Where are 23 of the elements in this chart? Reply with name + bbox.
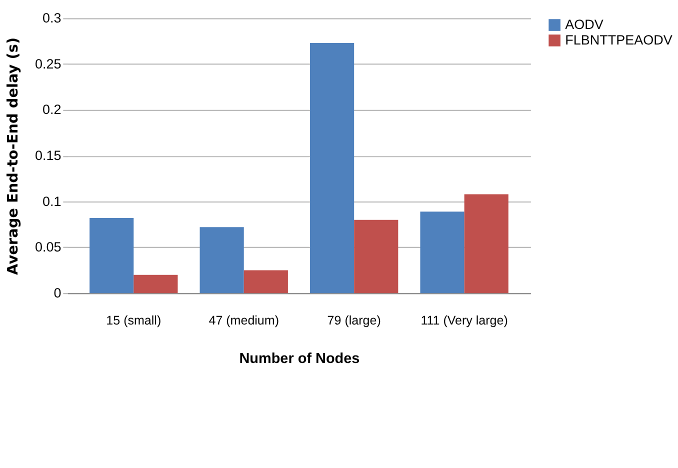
bar [134,274,178,294]
x-tick-label: 111 (Very large) [420,313,508,328]
bar [200,227,244,294]
bar [244,270,288,294]
legend-label: FLBNTTPEAODV [565,32,672,48]
bar [354,220,398,294]
bar [464,194,508,294]
y-axis-title: Average End-to-End delay (s) [6,37,22,275]
x-axis-title: Number of Nodes [239,351,360,368]
x-tick-label: 79 (large) [327,313,381,328]
bar [310,43,354,294]
bar [90,218,134,294]
y-tick-label: 0.05 [34,240,62,255]
y-tick-label: 0 [54,285,62,300]
x-tick-label: 47 (medium) [208,313,279,328]
bar [420,212,464,294]
y-tick-label: 0.1 [42,194,62,209]
y-tick-label: 0.3 [42,10,62,26]
legend-label: AODV [565,16,604,32]
y-tick-label: 0.15 [34,148,62,164]
y-tick-label: 0.2 [42,102,62,118]
x-tick-label: 15 (small) [106,313,162,328]
y-tick-label: 0.25 [34,56,62,72]
